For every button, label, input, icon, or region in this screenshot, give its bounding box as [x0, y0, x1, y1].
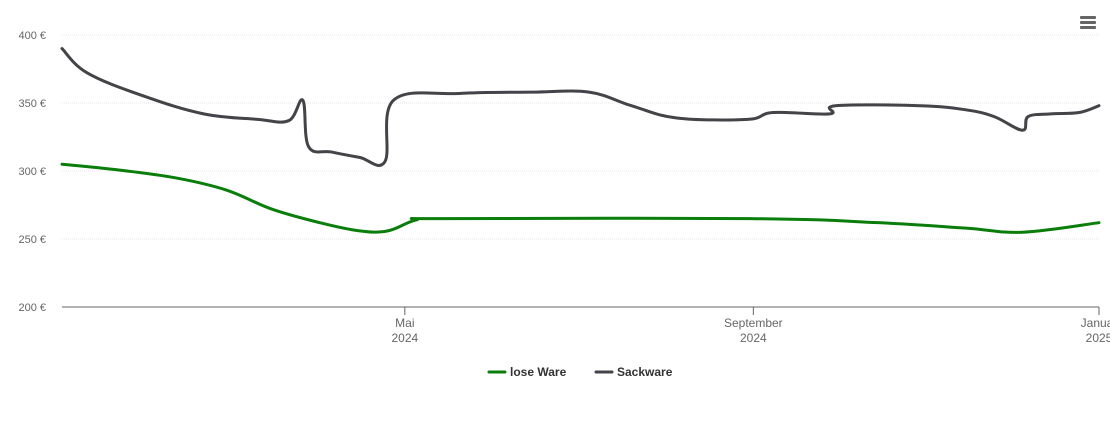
x-tick-label-month: September [724, 316, 783, 330]
legend: lose Ware Sackware [487, 365, 673, 379]
x-tick-label-month: Januar [1081, 316, 1110, 330]
hamburger-menu-icon-bar [1080, 21, 1096, 24]
y-tick-label: 400 € [18, 30, 46, 42]
y-tick-label: 300 € [18, 166, 46, 178]
legend-item-sackware[interactable]: Sackware [594, 365, 673, 379]
x-tick-label-month: Mai [395, 316, 414, 330]
legend-label: Sackware [617, 365, 673, 379]
hamburger-menu-icon [1080, 16, 1096, 19]
gridlines [62, 34, 1099, 240]
x-tick-label-year: 2025 [1086, 331, 1110, 345]
hamburger-menu-icon-bar [1080, 26, 1096, 29]
y-tick-label: 350 € [18, 98, 46, 110]
chart-menu-button[interactable] [1076, 12, 1098, 34]
x-tick-label-year: 2024 [740, 331, 767, 345]
y-tick-label: 200 € [18, 302, 46, 314]
legend-label: lose Ware [510, 365, 567, 379]
legend-item-lose-ware[interactable]: lose Ware [487, 365, 567, 379]
axes: 200 €250 €300 €350 €400 €Mai2024Septembe… [18, 30, 1110, 345]
series-line-lose-ware [60, 162, 1101, 234]
x-tick-label-year: 2024 [391, 331, 418, 345]
series-lines [60, 47, 1101, 234]
series-line-sackware [60, 47, 1101, 167]
y-tick-label: 250 € [18, 234, 46, 246]
